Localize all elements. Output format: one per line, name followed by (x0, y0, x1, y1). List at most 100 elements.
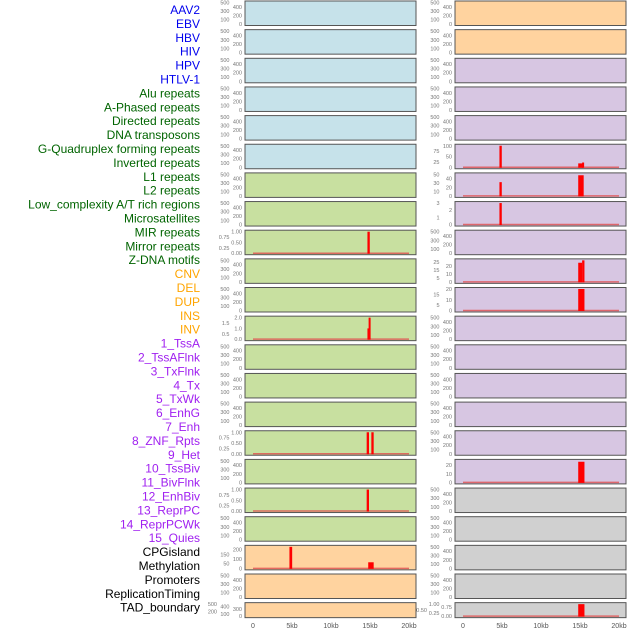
y-tick-label: 200 (233, 415, 242, 421)
y-tick-label: 0 (239, 309, 242, 315)
y-tick-label: 0.25 (219, 246, 230, 252)
y-tick-label: 0.25 (219, 446, 230, 452)
y-tick-label: 500 (430, 344, 439, 350)
track-panel: 0 100 200 300 400 500 (430, 487, 627, 515)
y-tick-label: 200 (443, 243, 452, 249)
y-tick-label: 1.00 (231, 230, 242, 236)
row-label: TAD_boundary (120, 601, 200, 615)
y-tick-label: 0 (239, 566, 242, 572)
y-tick-label: 0 (449, 452, 452, 458)
y-tick-label: 200 (443, 42, 452, 48)
y-tick-label: 300 (220, 582, 229, 588)
y-tick-label: 500 (220, 86, 229, 92)
row-label: 15_Quies (149, 531, 200, 545)
x-tick-label: 20kb (401, 623, 416, 630)
y-tick-label: 300 (430, 439, 439, 445)
y-tick-label: 200 (233, 13, 242, 19)
y-tick-label: 0.50 (416, 608, 427, 614)
y-tick-label: 200 (443, 128, 452, 134)
y-tick-label: 200 (233, 71, 242, 77)
y-tick-label: 0 (239, 480, 242, 486)
row-label: Methylation (139, 559, 200, 573)
y-tick-label: 50 (223, 562, 229, 568)
x-tick-label: 5kb (496, 623, 507, 630)
y-tick-label: 300 (220, 152, 229, 158)
track-panel: 0 10 20 30 40 50 (433, 172, 627, 200)
y-tick-label: 500 (220, 29, 229, 35)
y-tick-label: 0 (449, 394, 452, 400)
y-tick-label: 400 (443, 33, 452, 39)
row-label: Mirror repeats (125, 239, 200, 253)
y-tick-label: 500 (430, 29, 439, 35)
y-tick-label: 200 (233, 157, 242, 163)
panel-background (244, 315, 417, 342)
row-label: Alu repeats (139, 86, 200, 100)
track-panel: 0 100 200 300 400 500 (430, 229, 627, 257)
y-tick-label: 500 (430, 115, 439, 121)
y-tick-label: 200 (443, 558, 452, 564)
y-tick-label: 200 (443, 443, 452, 449)
y-tick-label: 0.50 (231, 498, 242, 504)
track-panel: 0 100 200 300 400 500 (220, 86, 417, 114)
y-tick-label: 400 (443, 578, 452, 584)
y-tick-label: 0 (239, 538, 242, 544)
data-bar (578, 289, 585, 311)
track-panel: 0 100 200 300 400 500 (430, 0, 627, 28)
row-label: CPGisland (143, 545, 200, 559)
y-tick-label: 400 (443, 521, 452, 527)
y-tick-label: 300 (430, 382, 439, 388)
y-tick-label: 500 (220, 1, 229, 7)
y-tick-label: 400 (233, 521, 242, 527)
panel-background (454, 57, 627, 84)
track-panel: 0 100 200 300 400 500 (220, 0, 417, 28)
row-label: AAV2 (170, 3, 200, 17)
track-panel: 0 100 200 300 400 500 (430, 57, 627, 85)
y-tick-label: 0 (239, 280, 242, 286)
panel-background (454, 458, 627, 485)
y-tick-label: 0.00 (441, 614, 452, 620)
y-tick-label: 0.75 (219, 493, 230, 499)
row-label: HPV (175, 59, 200, 73)
y-tick-label: 400 (443, 377, 452, 383)
data-bar (289, 546, 293, 569)
y-tick-label: 200 (443, 357, 452, 363)
panel-background (244, 229, 417, 256)
track-panel: 0.000.250.50 0.751.00 (416, 602, 627, 620)
y-tick-label: 0.25 (219, 504, 230, 510)
y-tick-label: 100 (220, 132, 229, 138)
data-bar (578, 604, 585, 617)
y-tick-label: 500 (220, 344, 229, 350)
y-tick-label: 300 (220, 9, 229, 15)
y-tick-label: 500 (430, 86, 439, 92)
y-tick-label: 2.0 (234, 316, 242, 322)
y-tick-label: 500 (220, 574, 229, 580)
y-tick-label: 100 (430, 362, 439, 368)
y-tick-label: 300 (430, 582, 439, 588)
track-panel: 0 100 200 300 400 500 (430, 372, 627, 400)
y-tick-label: 100 (430, 591, 439, 597)
track-panel: 0 100 200 300 400 500 (220, 458, 417, 486)
y-tick-label: 200 (233, 42, 242, 48)
y-tick-label: 1.5 (222, 321, 230, 327)
y-tick-label: 0 (239, 79, 242, 85)
track-panel: 0 100 200 300 400 500 (430, 544, 627, 572)
x-tick-label: 15kb (572, 623, 587, 630)
y-tick-label: 100 (430, 562, 439, 568)
panel-background (454, 258, 627, 284)
y-tick-label: 25 (433, 260, 439, 266)
row-label: 9_Het (168, 448, 201, 462)
y-tick-label: 20 (446, 463, 452, 469)
y-tick-label: 300 (430, 553, 439, 559)
row-label: 14_ReprPCWk (120, 517, 201, 531)
track-panel: 0 100 200 300 400 500 (220, 344, 417, 372)
row-label: Z-DNA motifs (129, 253, 200, 267)
track-panel: 0 100 200 300 400 500 (220, 573, 417, 601)
row-label: G-Quadruplex forming repeats (38, 142, 200, 156)
panel-background (244, 86, 417, 112)
y-tick-label: 500 (220, 144, 229, 150)
panel-background (454, 573, 627, 599)
y-tick-label: 500 (430, 516, 439, 522)
data-bar (499, 203, 502, 226)
y-tick-label: 0 (449, 108, 452, 114)
y-tick-label: 0 (449, 22, 452, 28)
